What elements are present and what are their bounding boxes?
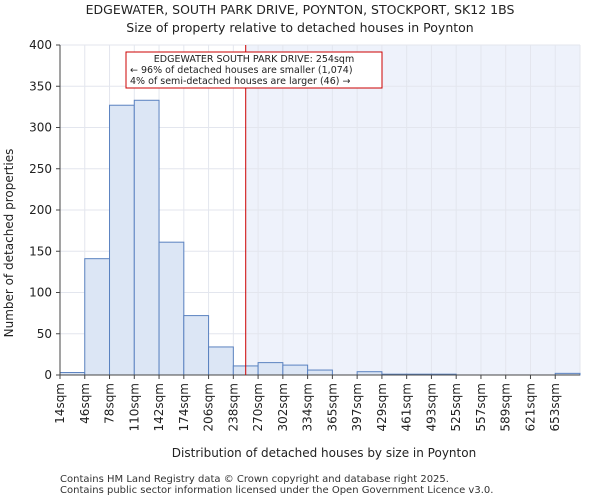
y-axis-label: Number of detached properties xyxy=(2,149,16,338)
x-tick-label: 334sqm xyxy=(301,383,315,431)
y-tick-label: 300 xyxy=(29,121,52,135)
footer-line-2: Contains public sector information licen… xyxy=(60,485,494,496)
bar-334sqm xyxy=(307,369,333,376)
x-tick-label: 14sqm xyxy=(53,383,67,424)
bar-46sqm xyxy=(84,258,111,376)
bar-174sqm xyxy=(183,315,210,376)
chart-title: EDGEWATER, SOUTH PARK DRIVE, POYNTON, ST… xyxy=(85,2,515,17)
bar-206sqm xyxy=(208,346,234,376)
y-tick-label: 200 xyxy=(29,203,52,217)
x-tick-label: 589sqm xyxy=(499,383,513,431)
x-tick-label: 365sqm xyxy=(325,383,339,431)
chart-subtitle: Size of property relative to detached ho… xyxy=(126,20,474,35)
y-tick-label: 250 xyxy=(29,162,52,176)
x-tick-label: 397sqm xyxy=(350,383,364,431)
x-tick-label: 653sqm xyxy=(548,383,562,431)
bar-chart: 0 50 100 150 200 250 300 350 400 14sqm 46sqm 78sqm 1… xyxy=(2,38,581,460)
y-tick-label: 400 xyxy=(29,38,52,52)
y-tick-label: 100 xyxy=(29,286,52,300)
bar-270sqm xyxy=(257,362,284,376)
y-tick-label: 150 xyxy=(29,244,52,258)
x-tick-label: 302sqm xyxy=(276,383,290,431)
y-tick-label: 0 xyxy=(44,368,52,382)
x-tick-label: 429sqm xyxy=(375,383,389,431)
x-axis-label: Distribution of detached houses by size … xyxy=(172,446,476,460)
x-tick-label: 46sqm xyxy=(78,383,92,424)
x-tick-label: 238sqm xyxy=(226,383,240,431)
x-tick-label: 78sqm xyxy=(103,383,117,424)
x-tick-label: 206sqm xyxy=(202,383,216,431)
x-tick-label: 174sqm xyxy=(177,383,191,431)
annotation-line-1: EDGEWATER SOUTH PARK DRIVE: 254sqm xyxy=(154,54,354,65)
annotation-line-2: ← 96% of detached houses are smaller (1,… xyxy=(130,65,353,76)
annotation-line-3: 4% of semi-detached houses are larger (4… xyxy=(130,76,350,87)
x-tick-label: 461sqm xyxy=(400,383,414,431)
bar-78sqm xyxy=(109,104,135,376)
x-tick-label: 142sqm xyxy=(152,383,166,431)
bar-142sqm xyxy=(158,241,185,376)
y-tick-label: 50 xyxy=(37,327,52,341)
annotation-box: EDGEWATER SOUTH PARK DRIVE: 254sqm ← 96%… xyxy=(125,51,383,89)
bar-110sqm xyxy=(133,99,160,376)
x-tick-label: 557sqm xyxy=(474,383,488,431)
x-tick-label: 525sqm xyxy=(449,383,463,431)
footer-line-1: Contains HM Land Registry data © Crown c… xyxy=(60,474,449,485)
x-tick-label: 493sqm xyxy=(424,383,438,431)
bar-302sqm xyxy=(282,364,309,376)
x-tick-label: 270sqm xyxy=(251,383,265,431)
x-tick-label: 110sqm xyxy=(127,383,141,431)
y-tick-label: 350 xyxy=(29,79,52,93)
x-tick-label: 621sqm xyxy=(523,383,537,431)
